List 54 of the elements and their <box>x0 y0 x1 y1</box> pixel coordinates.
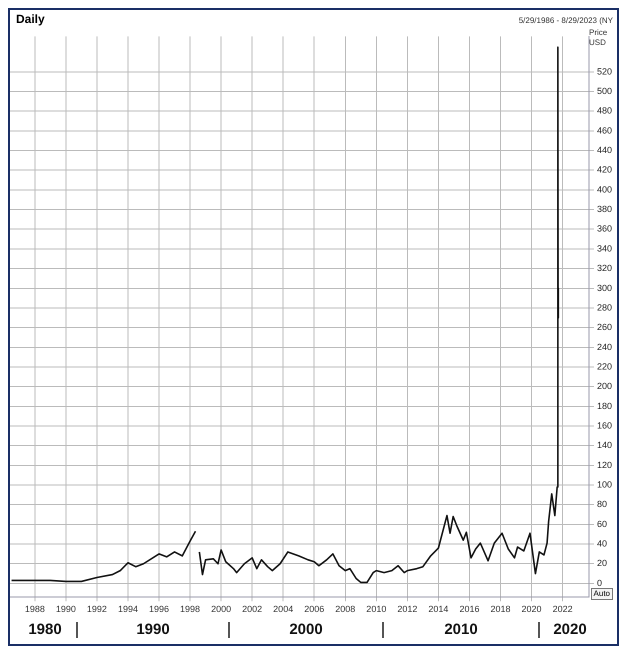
x-tick-label: 2022 <box>552 604 573 614</box>
y-tick-label: 440 <box>596 145 612 156</box>
y-tick-label: 100 <box>596 480 612 490</box>
chart-subtitle: 5/29/1986 - 8/29/2023 (NY <box>518 16 613 25</box>
x-tick-label: 1990 <box>56 604 76 614</box>
x-tick-label: 2014 <box>428 604 448 614</box>
text: 2000 <box>288 620 324 640</box>
text: 2020 <box>552 620 588 640</box>
x-tick-label: 1998 <box>180 604 200 614</box>
y-tick-label: 400 <box>596 184 612 194</box>
x-tick-label: 1988 <box>24 604 45 614</box>
y-tick-label: 300 <box>596 282 612 293</box>
x-tick-label: 2020 <box>522 604 542 614</box>
y-tick-label: 220 <box>596 361 612 372</box>
y-axis-title: Price USD <box>589 28 608 48</box>
y-tick-label: 320 <box>596 263 612 274</box>
y-tick-label: 460 <box>596 125 612 136</box>
y-tick-label: 200 <box>596 381 612 392</box>
y-tick-label: 0 <box>596 578 602 588</box>
x-tick-label: 2004 <box>273 604 294 614</box>
chart-title: Daily <box>16 12 45 26</box>
y-tick-label: 280 <box>596 302 612 312</box>
y-tick-label: 120 <box>596 460 612 470</box>
x-tick-label: 2008 <box>335 604 356 614</box>
x-tick-label: 2002 <box>242 604 262 614</box>
x-tick-label: 1994 <box>118 604 138 614</box>
text: 1990 <box>135 620 171 640</box>
y-tick-label: 520 <box>596 66 612 76</box>
x-tick-label: 2010 <box>366 604 386 614</box>
x-tick-label: 2006 <box>304 604 324 614</box>
text: Auto <box>590 588 613 600</box>
y-tick-label: 180 <box>596 400 612 411</box>
x-tick-label: 2016 <box>459 604 480 614</box>
y-tick-label: 260 <box>596 322 612 332</box>
y-tick-label: 500 <box>596 86 612 96</box>
x-tick-label: 2000 <box>211 604 232 614</box>
x-tick-label: 2018 <box>490 604 511 614</box>
x-tick-label: 2012 <box>397 604 418 614</box>
y-tick-label: 360 <box>596 224 612 234</box>
y-tick-label: 160 <box>596 420 612 430</box>
y-tick-label: 60 <box>596 518 607 529</box>
y-tick-label: 40 <box>596 538 607 549</box>
y-tick-label: 480 <box>596 106 612 116</box>
y-tick-label: 140 <box>596 440 612 450</box>
text: 2010 <box>443 620 479 640</box>
x-tick-label: 1996 <box>149 604 170 614</box>
y-tick-label: 20 <box>596 558 607 568</box>
text: 1980 <box>27 620 63 640</box>
y-tick-label: 380 <box>596 204 612 214</box>
y-tick-label: 420 <box>596 164 612 175</box>
y-tick-label: 80 <box>596 499 607 510</box>
x-tick-label: 1992 <box>86 604 107 614</box>
y-tick-label: 340 <box>596 243 612 254</box>
y-tick-label: 240 <box>596 342 612 352</box>
